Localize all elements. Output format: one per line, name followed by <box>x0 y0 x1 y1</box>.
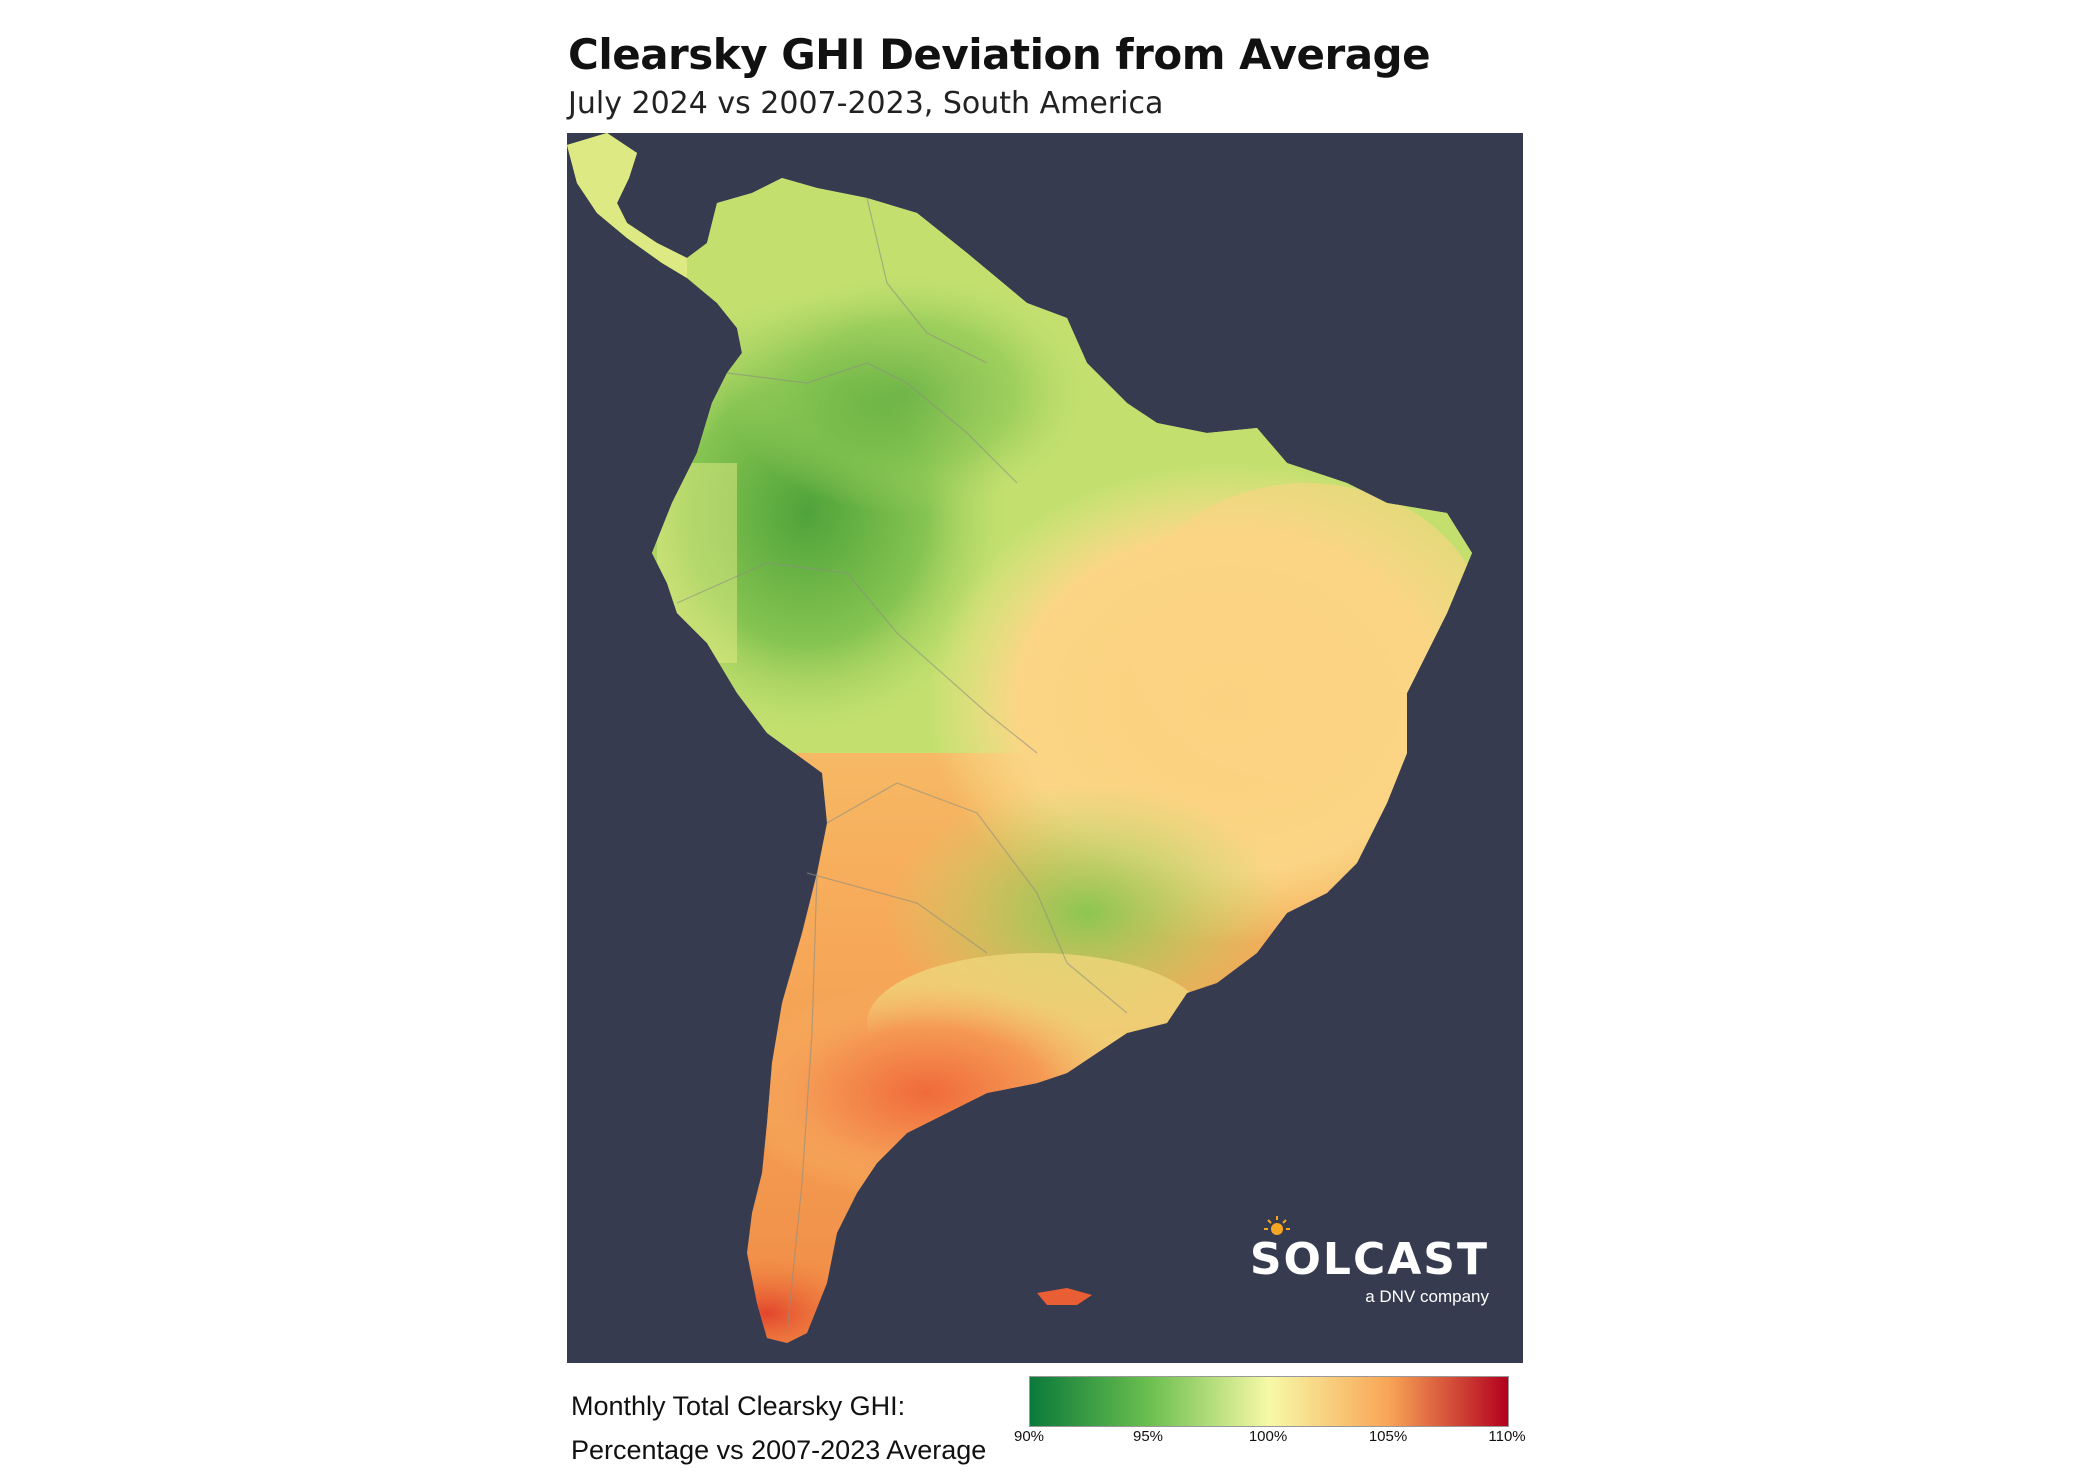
map-panel[interactable]: SOLCAST a DNV company <box>567 133 1523 1363</box>
south-america-map <box>567 133 1472 1343</box>
logo-word-text: SOLCAST <box>1249 1234 1489 1285</box>
sun-icon <box>1263 1216 1290 1235</box>
legend-title: Monthly Total Clearsky GHI: Percentage v… <box>571 1384 986 1472</box>
legend-title-line2: Percentage vs 2007-2023 Average <box>571 1435 987 1465</box>
land-fill <box>567 133 1472 1343</box>
legend-tick-110: 110% <box>1488 1428 1526 1445</box>
country-borders <box>676 197 1128 1334</box>
legend-tick-90: 90% <box>1013 1428 1045 1445</box>
legend-tick-100: 100% <box>1248 1428 1288 1445</box>
legend-colorbar <box>1029 1376 1509 1427</box>
legend-tick-95: 95% <box>1132 1428 1164 1445</box>
logo-wordmark: SOLCAST <box>1249 1216 1489 1285</box>
chart-subtitle: July 2024 vs 2007-2023, South America <box>568 86 1164 121</box>
falkland-islands <box>1037 1288 1092 1305</box>
chart-title: Clearsky GHI Deviation from Average <box>568 30 1431 79</box>
legend-tick-105: 105% <box>1368 1428 1408 1445</box>
solcast-logo: SOLCAST a DNV company <box>1249 1216 1489 1307</box>
logo-tagline: a DNV company <box>1365 1287 1489 1306</box>
legend-title-line1: Monthly Total Clearsky GHI: <box>571 1391 906 1421</box>
